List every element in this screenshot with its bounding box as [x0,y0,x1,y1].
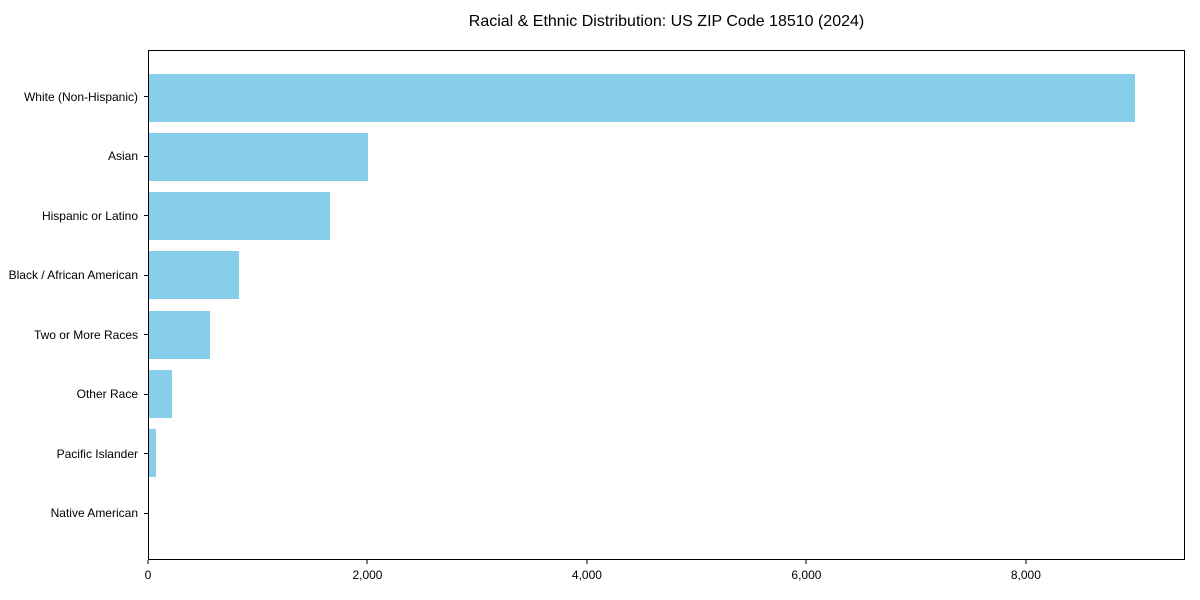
y-tick-mark [144,215,148,217]
category-label: White (Non-Hispanic) [23,89,138,104]
y-tick-mark [144,453,148,455]
y-tick-mark [144,96,148,98]
category-row: Native American [0,484,148,544]
y-tick-mark [144,274,148,276]
x-tick-label: 0 [144,568,152,582]
bar [149,73,1135,122]
category-label: Two or More Races [33,327,138,342]
y-axis: White (Non-Hispanic) Asian Hispanic or Lat… [0,50,148,560]
category-row: Other Race [0,365,148,425]
x-tick-label: 4,000 [571,568,602,582]
category-label: Pacific Islander [56,446,138,461]
bar [149,192,330,241]
category-row: Two or More Races [0,305,148,365]
category-label: Native American [50,506,138,521]
category-label: Black / African American [8,268,138,283]
x-axis: 0 2,000 4,000 6,000 8,000 [144,560,1185,592]
bar [149,251,239,300]
category-label: Asian [107,149,138,164]
x-tick-label: 8,000 [1010,568,1041,582]
bar-row [149,483,1184,542]
bar-row [149,127,1184,186]
bar-row [149,68,1184,127]
y-tick-mark [144,155,148,157]
y-tick-mark [144,512,148,514]
bar-row [149,364,1184,423]
x-tick-mark [805,560,807,564]
bar [149,429,156,478]
category-row: Hispanic or Latino [0,186,148,246]
bar-row [149,305,1184,364]
x-tick-label: 2,000 [352,568,383,582]
bars-container [149,51,1184,559]
x-tick-mark [366,560,368,564]
x-tick-mark [586,560,588,564]
bar-row [149,424,1184,483]
category-row: Asian [0,127,148,187]
y-tick-mark [144,393,148,395]
category-label: Hispanic or Latino [41,208,138,223]
category-label: Other Race [76,387,138,402]
chart-title: Racial & Ethnic Distribution: US ZIP Cod… [468,13,865,30]
bar-row [149,187,1184,246]
bar [149,132,369,181]
bar-row [149,246,1184,305]
y-tick-mark [144,334,148,336]
bar [149,369,172,418]
x-tick-mark [1025,560,1027,564]
bar [149,310,211,359]
x-tick-label: 6,000 [791,568,822,582]
category-row: White (Non-Hispanic) [0,67,148,127]
plot-area [148,50,1185,560]
x-tick-mark [147,560,149,564]
category-row: Black / African American [0,246,148,306]
category-row: Pacific Islander [0,424,148,484]
